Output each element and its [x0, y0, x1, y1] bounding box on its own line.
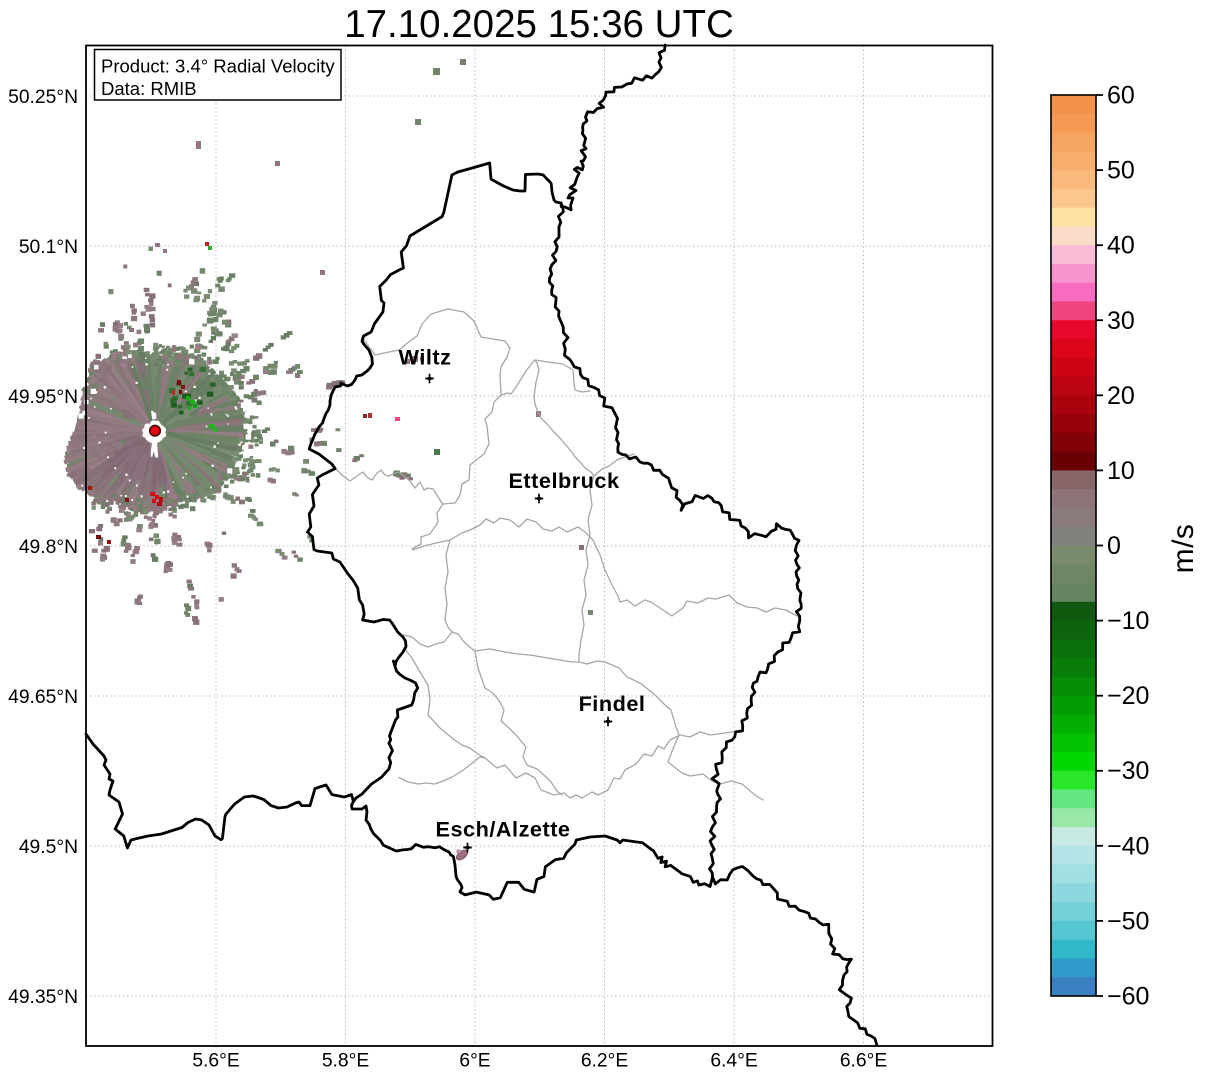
- svg-text:6.6°E: 6.6°E: [840, 1051, 888, 1072]
- svg-text:0: 0: [1107, 532, 1121, 560]
- svg-text:50.25°N: 50.25°N: [8, 87, 78, 108]
- svg-text:−40: −40: [1107, 832, 1149, 860]
- svg-text:−60: −60: [1107, 983, 1149, 1011]
- svg-text:20: 20: [1107, 382, 1135, 410]
- svg-text:60: 60: [1107, 82, 1135, 110]
- svg-text:Esch/Alzette: Esch/Alzette: [436, 817, 571, 842]
- svg-text:Ettelbruck: Ettelbruck: [508, 468, 619, 493]
- svg-text:Findel: Findel: [579, 691, 646, 716]
- svg-text:6.2°E: 6.2°E: [581, 1051, 629, 1072]
- svg-text:49.5°N: 49.5°N: [19, 837, 78, 858]
- svg-text:6°E: 6°E: [459, 1051, 490, 1072]
- svg-text:5.8°E: 5.8°E: [322, 1051, 370, 1072]
- svg-text:5.6°E: 5.6°E: [192, 1051, 240, 1072]
- svg-text:−20: −20: [1107, 682, 1149, 710]
- svg-text:49.95°N: 49.95°N: [8, 387, 78, 408]
- svg-text:10: 10: [1107, 457, 1135, 485]
- svg-text:−10: −10: [1107, 607, 1149, 635]
- svg-text:50.1°N: 50.1°N: [19, 237, 78, 258]
- svg-text:−50: −50: [1107, 907, 1149, 935]
- svg-text:50: 50: [1107, 157, 1135, 185]
- svg-text:Data: RMIB: Data: RMIB: [101, 78, 197, 99]
- svg-text:40: 40: [1107, 232, 1135, 260]
- svg-text:30: 30: [1107, 307, 1135, 335]
- svg-text:49.8°N: 49.8°N: [19, 537, 78, 558]
- svg-text:49.35°N: 49.35°N: [8, 987, 78, 1008]
- svg-text:m/s: m/s: [1167, 524, 1200, 574]
- svg-text:49.65°N: 49.65°N: [8, 687, 78, 708]
- svg-text:17.10.2025 15:36 UTC: 17.10.2025 15:36 UTC: [344, 3, 734, 46]
- svg-text:−30: −30: [1107, 757, 1149, 785]
- svg-text:Wiltz: Wiltz: [399, 345, 452, 370]
- svg-text:6.4°E: 6.4°E: [710, 1051, 758, 1072]
- svg-text:Product: 3.4° Radial Velocity: Product: 3.4° Radial Velocity: [101, 56, 335, 77]
